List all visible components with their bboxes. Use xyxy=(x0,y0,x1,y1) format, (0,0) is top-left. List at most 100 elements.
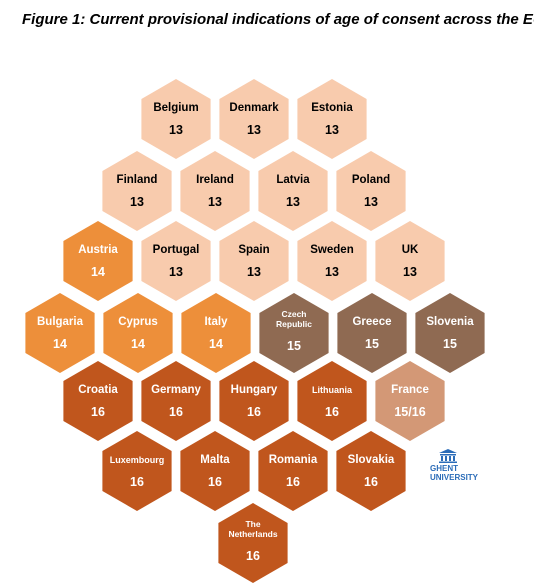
age-of-consent-value: 16 xyxy=(91,405,105,419)
hex-spain: Spain 13 xyxy=(219,221,289,301)
country-name: Estonia xyxy=(311,102,353,114)
age-of-consent-value: 14 xyxy=(131,337,145,351)
age-of-consent-value: 16 xyxy=(208,475,222,489)
country-name: Italy xyxy=(204,316,228,328)
hex-shape xyxy=(102,431,172,511)
hex-shape xyxy=(63,361,133,441)
country-name: The xyxy=(245,519,260,529)
country-name: Belgium xyxy=(153,102,198,114)
university-building-icon xyxy=(439,449,457,463)
age-of-consent-value: 14 xyxy=(209,337,223,351)
country-name: Netherlands xyxy=(228,529,277,539)
age-of-consent-value: 13 xyxy=(169,123,183,137)
hex-shape xyxy=(219,361,289,441)
logo-text-line1: GHENT xyxy=(430,464,458,473)
age-of-consent-value: 16 xyxy=(130,475,144,489)
hex-shape xyxy=(336,431,406,511)
hex-shape xyxy=(375,361,445,441)
hex-shape xyxy=(297,361,367,441)
ghent-university-logo: GHENT UNIVERSITY xyxy=(423,448,479,488)
hex-shape xyxy=(141,79,211,159)
country-name: Croatia xyxy=(78,384,118,396)
hex-uk: UK 13 xyxy=(375,221,445,301)
hex-belgium: Belgium 13 xyxy=(141,79,211,159)
hex-lithuania: Lithuania 16 xyxy=(297,361,367,441)
hex-malta: Malta 16 xyxy=(180,431,250,511)
hex-shape xyxy=(258,151,328,231)
logo-text-line2: UNIVERSITY xyxy=(430,473,479,482)
hex-finland: Finland 13 xyxy=(102,151,172,231)
age-of-consent-value: 16 xyxy=(325,405,339,419)
age-of-consent-value: 13 xyxy=(247,123,261,137)
age-of-consent-value: 16 xyxy=(364,475,378,489)
hex-austria: Austria 14 xyxy=(63,221,133,301)
hex-shape xyxy=(336,151,406,231)
age-of-consent-value: 13 xyxy=(130,195,144,209)
country-name: Bulgaria xyxy=(37,316,84,328)
hex-shape xyxy=(103,293,173,373)
hex-bulgaria: Bulgaria 14 xyxy=(25,293,95,373)
hex-shape xyxy=(258,431,328,511)
hex-shape xyxy=(219,221,289,301)
hex-shape xyxy=(375,221,445,301)
hex-ireland: Ireland 13 xyxy=(180,151,250,231)
country-name: Romania xyxy=(269,454,318,466)
country-name: Czech xyxy=(281,309,306,319)
hex-shape xyxy=(297,221,367,301)
country-name: UK xyxy=(402,244,419,256)
country-name: Spain xyxy=(238,244,269,256)
hex-portugal: Portugal 13 xyxy=(141,221,211,301)
hex-denmark: Denmark 13 xyxy=(219,79,289,159)
country-name: Hungary xyxy=(231,384,278,396)
hex-luxembourg: Luxembourg 16 xyxy=(102,431,172,511)
country-name: France xyxy=(391,384,429,396)
age-of-consent-value: 16 xyxy=(246,549,260,563)
age-of-consent-value: 13 xyxy=(208,195,222,209)
country-name: Denmark xyxy=(229,102,279,114)
hex-shape xyxy=(218,503,288,583)
age-of-consent-value: 13 xyxy=(403,265,417,279)
hex-slovakia: Slovakia 16 xyxy=(336,431,406,511)
hex-sweden: Sweden 13 xyxy=(297,221,367,301)
hex-shape xyxy=(219,79,289,159)
country-name: Lithuania xyxy=(312,385,353,395)
hex-shape xyxy=(180,151,250,231)
age-of-consent-value: 15/16 xyxy=(394,405,425,419)
age-of-consent-value: 14 xyxy=(53,337,67,351)
hex-shape xyxy=(337,293,407,373)
hex-shape xyxy=(102,151,172,231)
hex-croatia: Croatia 16 xyxy=(63,361,133,441)
hex-germany: Germany 16 xyxy=(141,361,211,441)
hex-france: France 15/16 xyxy=(375,361,445,441)
age-of-consent-value: 13 xyxy=(247,265,261,279)
hex-italy: Italy 14 xyxy=(181,293,251,373)
hex-shape xyxy=(259,293,329,373)
hex-shape xyxy=(141,361,211,441)
hex-latvia: Latvia 13 xyxy=(258,151,328,231)
country-name: Luxembourg xyxy=(110,455,165,465)
age-of-consent-value: 16 xyxy=(169,405,183,419)
age-of-consent-value: 15 xyxy=(443,337,457,351)
age-of-consent-value: 13 xyxy=(364,195,378,209)
hex-shape xyxy=(180,431,250,511)
country-name: Germany xyxy=(151,384,201,396)
hex-poland: Poland 13 xyxy=(336,151,406,231)
country-name: Republic xyxy=(276,319,312,329)
country-name: Cyprus xyxy=(118,316,158,328)
age-of-consent-value: 14 xyxy=(91,265,105,279)
country-name: Slovenia xyxy=(426,316,474,328)
age-of-consent-value: 13 xyxy=(325,265,339,279)
country-name: Latvia xyxy=(276,174,310,186)
hex-cyprus: Cyprus 14 xyxy=(103,293,173,373)
figure-title: Figure 1: Current provisional indication… xyxy=(22,11,534,28)
hex-shape xyxy=(141,221,211,301)
age-of-consent-value: 16 xyxy=(286,475,300,489)
age-of-consent-value: 15 xyxy=(287,339,301,353)
hex-shape xyxy=(63,221,133,301)
age-of-consent-value: 13 xyxy=(169,265,183,279)
country-name: Sweden xyxy=(310,244,353,256)
country-name: Slovakia xyxy=(348,454,395,466)
hex-slovenia: Slovenia 15 xyxy=(415,293,485,373)
country-name: Poland xyxy=(352,174,390,186)
